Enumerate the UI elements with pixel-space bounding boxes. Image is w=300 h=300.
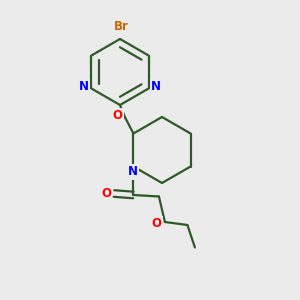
Text: O: O xyxy=(113,109,123,122)
Text: O: O xyxy=(152,217,161,230)
Text: N: N xyxy=(79,80,89,94)
Text: Br: Br xyxy=(114,20,129,34)
Text: O: O xyxy=(101,187,111,200)
Text: N: N xyxy=(128,165,138,178)
Text: N: N xyxy=(151,80,161,94)
